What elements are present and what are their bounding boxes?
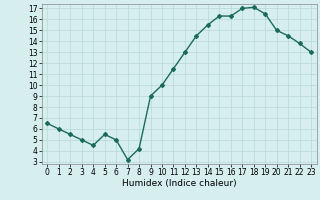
- X-axis label: Humidex (Indice chaleur): Humidex (Indice chaleur): [122, 179, 236, 188]
